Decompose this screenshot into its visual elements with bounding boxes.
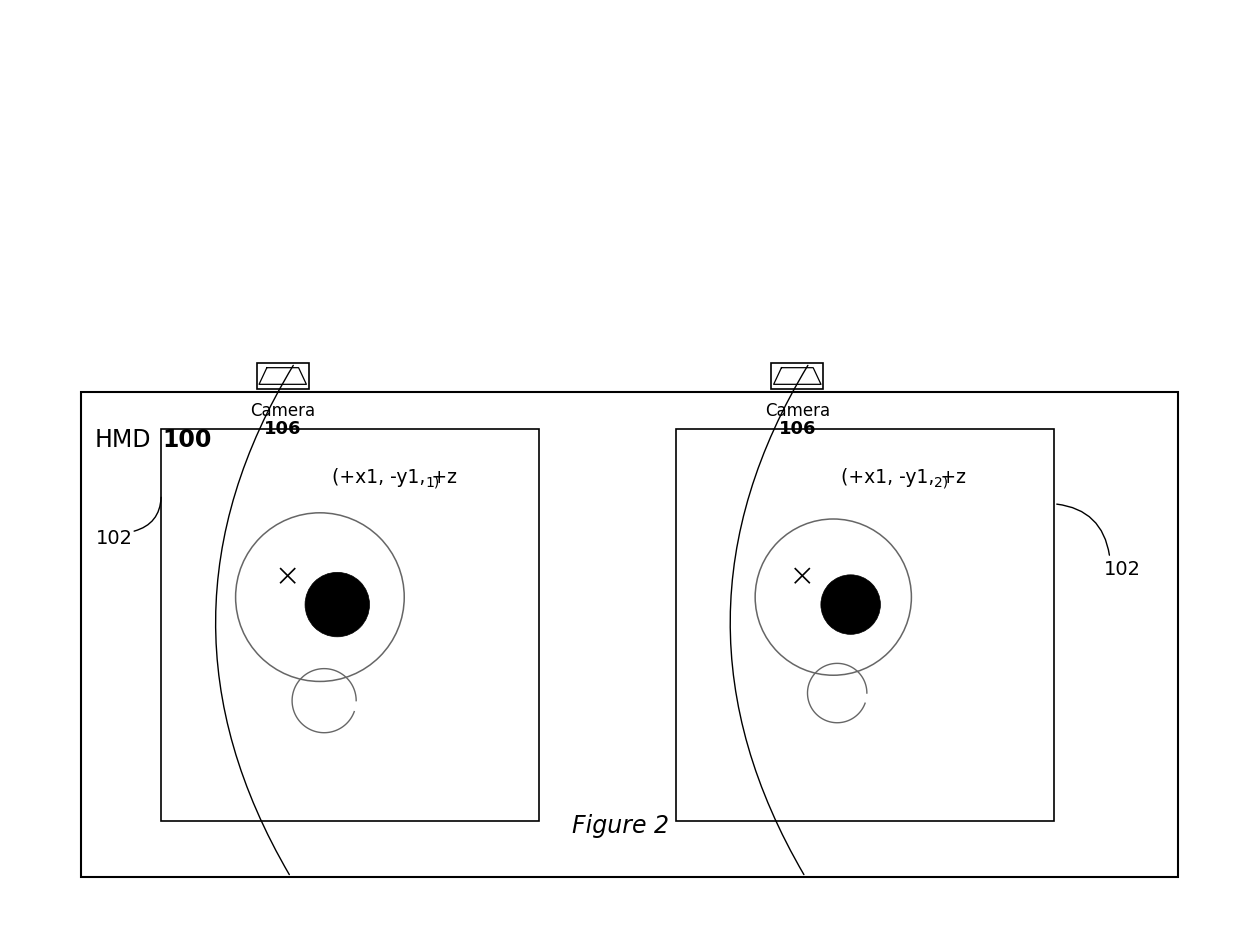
Text: 102: 102 <box>1104 560 1141 578</box>
Text: 2): 2) <box>934 476 949 490</box>
Text: (+x1, -y1, +z: (+x1, -y1, +z <box>332 468 458 487</box>
Text: Figure 2: Figure 2 <box>572 814 668 838</box>
Bar <box>771 363 823 389</box>
Circle shape <box>305 572 370 637</box>
Circle shape <box>821 575 880 634</box>
Text: 106: 106 <box>264 420 301 438</box>
Bar <box>161 429 539 821</box>
Text: 106: 106 <box>779 420 816 438</box>
Text: 100: 100 <box>162 428 212 452</box>
Bar <box>81 392 1178 877</box>
Bar <box>257 363 309 389</box>
Text: Camera: Camera <box>250 402 315 420</box>
Text: (+x1, -y1, +z: (+x1, -y1, +z <box>841 468 966 487</box>
Text: Camera: Camera <box>765 402 830 420</box>
Text: 102: 102 <box>95 529 133 548</box>
Text: HMD: HMD <box>94 428 151 452</box>
Text: 1): 1) <box>425 476 440 490</box>
Bar <box>676 429 1054 821</box>
